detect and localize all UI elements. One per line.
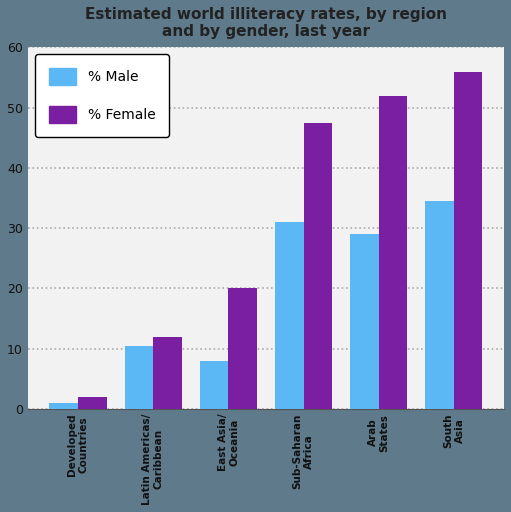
Title: Estimated world illiteracy rates, by region
and by gender, last year: Estimated world illiteracy rates, by reg… — [85, 7, 447, 39]
Bar — [125, 346, 153, 409]
Bar — [228, 288, 257, 409]
Bar — [200, 360, 228, 409]
Bar — [350, 234, 379, 409]
Bar — [454, 72, 482, 409]
Legend: % Male, % Female: % Male, % Female — [35, 54, 169, 137]
Bar — [153, 336, 182, 409]
Bar — [304, 123, 332, 409]
Bar — [78, 397, 107, 409]
Bar — [425, 201, 454, 409]
Bar — [50, 403, 78, 409]
Bar — [379, 96, 407, 409]
Bar — [275, 222, 304, 409]
